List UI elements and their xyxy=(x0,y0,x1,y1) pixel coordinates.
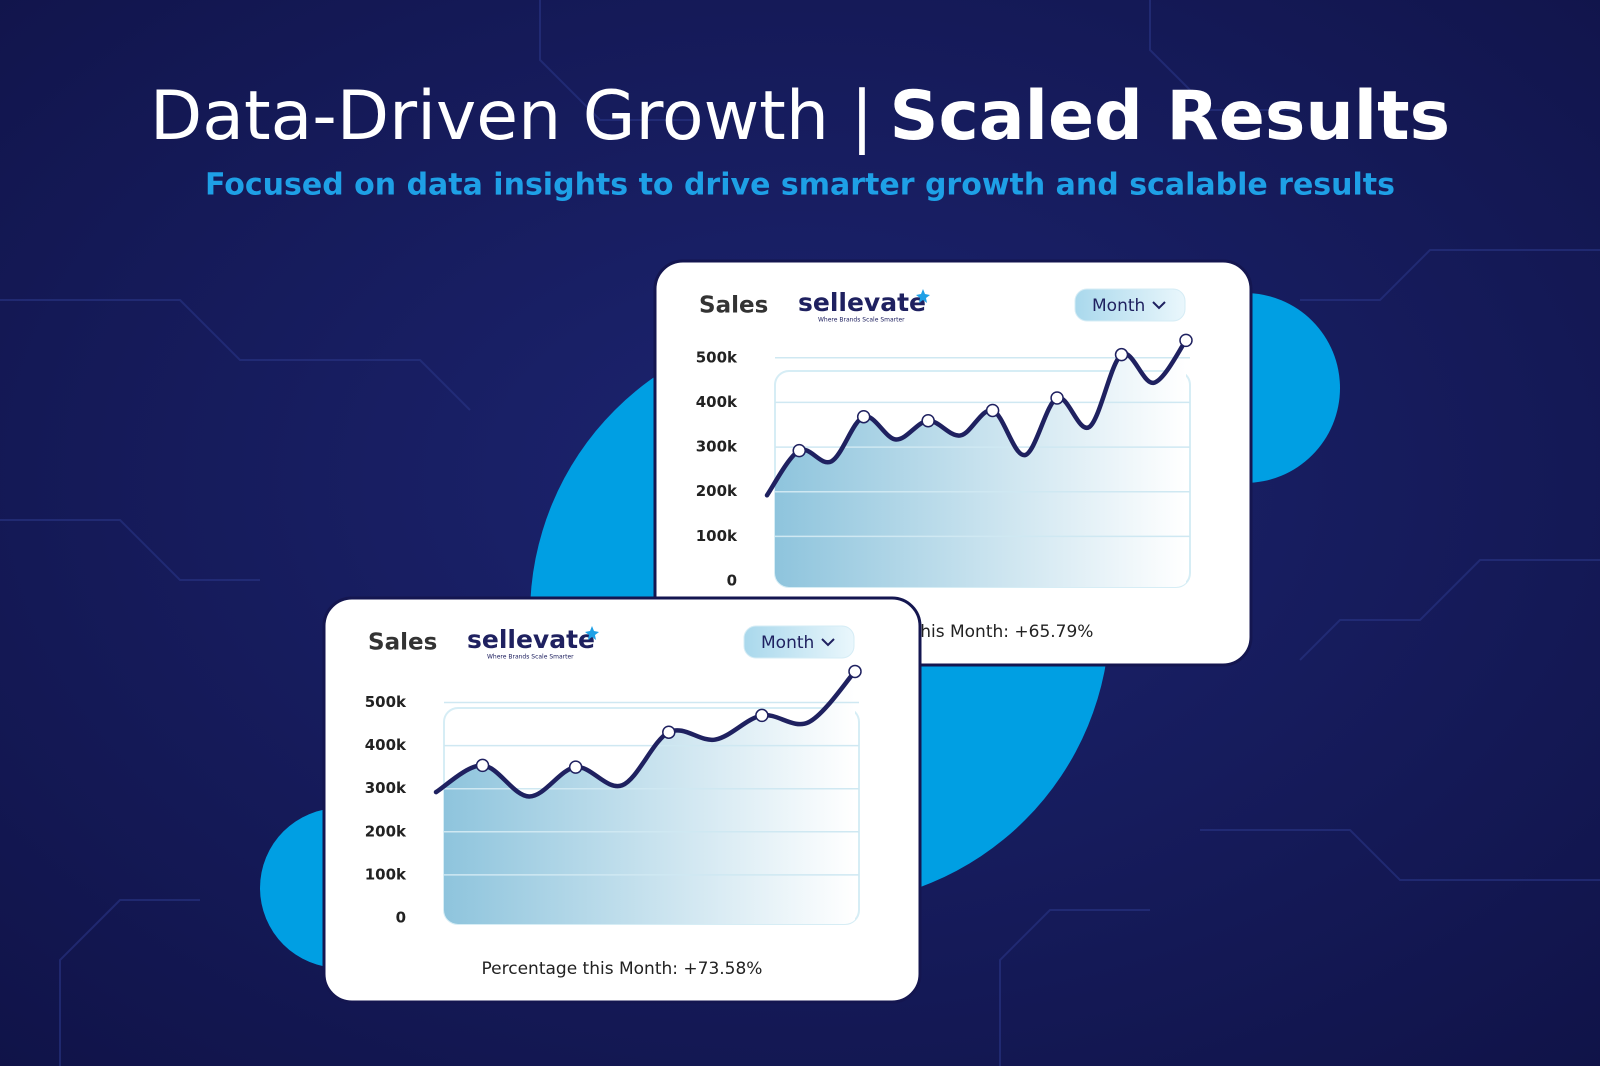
y-tick-label: 100k xyxy=(365,865,407,883)
sales-line xyxy=(433,669,858,799)
data-point xyxy=(792,443,806,458)
chevron xyxy=(1152,301,1166,310)
data-point xyxy=(475,758,490,773)
data-point xyxy=(1179,333,1193,348)
headline-light: Data-Driven Growth | xyxy=(150,77,874,156)
card-title: Sales xyxy=(368,630,437,656)
data-point xyxy=(985,403,1000,418)
brand-tagline: Where Brands Scale Smarter xyxy=(818,317,905,324)
data-point xyxy=(848,664,862,679)
data-point xyxy=(1114,347,1129,362)
brand-logo: sellevate xyxy=(798,288,926,317)
brand-tagline: Where Brands Scale Smarter xyxy=(487,654,574,661)
y-tick-label: 300k xyxy=(696,438,738,456)
y-tick-label: 100k xyxy=(696,527,738,545)
y-tick-label: 500k xyxy=(365,693,407,711)
data-point xyxy=(856,409,871,424)
data-point xyxy=(662,725,676,739)
y-tick-label: 200k xyxy=(365,822,407,840)
data-point xyxy=(568,760,583,774)
data-point xyxy=(1050,391,1064,405)
y-tick-label: 0 xyxy=(396,909,406,927)
brand-star xyxy=(585,626,599,640)
brand-star xyxy=(916,289,930,303)
y-tick-label: 200k xyxy=(696,482,738,500)
data-point xyxy=(921,413,935,428)
chevron xyxy=(821,638,835,647)
footer-text: Percentage this Month: +73.58% xyxy=(482,959,763,979)
y-tick-label: 300k xyxy=(365,779,407,797)
data-point xyxy=(755,708,769,723)
y-tick-label: 500k xyxy=(696,348,738,366)
y-tick-label: 0 xyxy=(727,572,737,590)
period-selector[interactable] xyxy=(1074,288,1186,322)
brand-logo: sellevate xyxy=(467,625,595,654)
period-selector-label[interactable]: Month xyxy=(1092,296,1145,316)
y-tick-label: 400k xyxy=(696,393,738,411)
period-selector[interactable] xyxy=(743,625,855,659)
area-fill xyxy=(775,340,1186,587)
period-selector-label[interactable]: Month xyxy=(761,633,814,653)
area-fill xyxy=(444,671,855,924)
y-tick-label: 400k xyxy=(365,736,407,754)
subtitle: Focused on data insights to drive smarte… xyxy=(205,168,1395,203)
headline: Data-Driven Growth | Scaled Results xyxy=(150,77,1450,156)
headline-bold: Scaled Results xyxy=(889,77,1450,156)
card-title: Sales xyxy=(699,293,768,319)
